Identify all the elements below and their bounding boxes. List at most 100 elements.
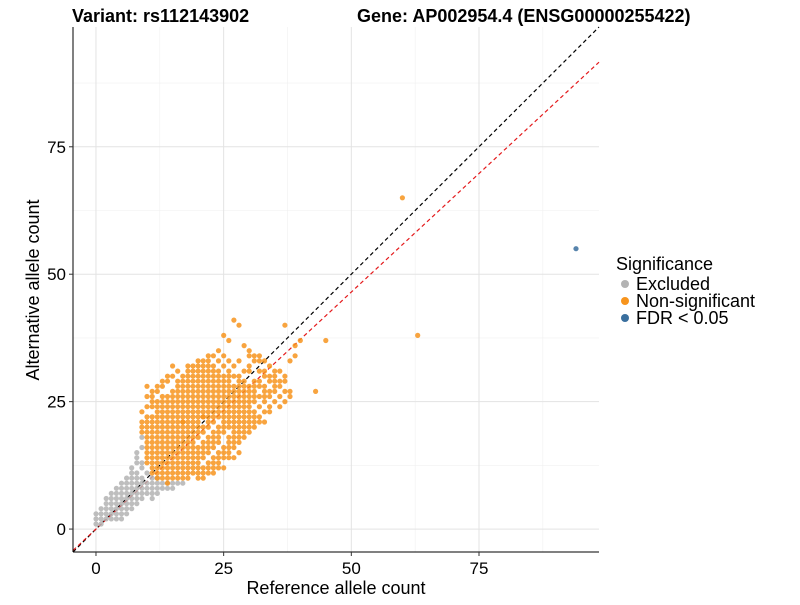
point-non-significant bbox=[180, 393, 186, 400]
point-non-significant bbox=[154, 434, 160, 440]
point-non-significant bbox=[221, 429, 227, 435]
point-non-significant bbox=[144, 429, 150, 435]
point-non-significant bbox=[154, 419, 160, 425]
point-non-significant bbox=[256, 393, 262, 400]
point-non-significant bbox=[200, 444, 206, 451]
point-non-significant bbox=[149, 414, 155, 420]
point-non-significant bbox=[246, 393, 252, 400]
chart-title: Variant: rs112143902 bbox=[72, 6, 249, 26]
point-non-significant bbox=[231, 393, 237, 400]
point-non-significant bbox=[185, 393, 191, 400]
point-non-significant bbox=[164, 424, 171, 430]
point-non-significant bbox=[164, 465, 171, 471]
point-excluded bbox=[129, 470, 135, 476]
point-excluded bbox=[108, 501, 114, 507]
point-non-significant bbox=[231, 399, 237, 405]
point-non-significant bbox=[215, 455, 222, 461]
data-points bbox=[93, 195, 579, 527]
point-excluded bbox=[149, 480, 155, 486]
point-non-significant bbox=[282, 322, 288, 328]
point-non-significant bbox=[231, 388, 237, 394]
point-non-significant bbox=[190, 388, 196, 394]
point-non-significant bbox=[313, 388, 319, 394]
point-non-significant bbox=[205, 439, 211, 445]
point-non-significant bbox=[215, 383, 222, 389]
point-non-significant bbox=[236, 373, 242, 379]
point-non-significant bbox=[256, 419, 262, 425]
point-non-significant bbox=[175, 378, 181, 384]
point-excluded bbox=[118, 480, 125, 486]
point-non-significant bbox=[210, 444, 216, 451]
point-non-significant bbox=[210, 414, 216, 420]
legend-item-non-significant: Non-significant bbox=[621, 291, 755, 311]
point-non-significant bbox=[221, 424, 227, 430]
point-non-significant bbox=[185, 378, 191, 384]
point-excluded bbox=[139, 480, 145, 486]
point-excluded bbox=[108, 516, 114, 522]
point-non-significant bbox=[159, 424, 165, 430]
point-non-significant bbox=[144, 383, 150, 389]
point-non-significant bbox=[246, 399, 252, 405]
point-non-significant bbox=[241, 378, 247, 384]
point-non-significant bbox=[175, 388, 181, 394]
point-non-significant bbox=[175, 434, 181, 440]
point-non-significant bbox=[231, 317, 237, 323]
point-excluded bbox=[134, 485, 140, 491]
point-non-significant bbox=[159, 465, 165, 471]
point-non-significant bbox=[180, 373, 186, 379]
point-non-significant bbox=[231, 409, 237, 415]
point-non-significant bbox=[277, 404, 283, 410]
legend-label-fdr: FDR < 0.05 bbox=[636, 308, 729, 328]
point-non-significant bbox=[236, 378, 242, 384]
point-non-significant bbox=[190, 409, 196, 415]
point-non-significant bbox=[221, 353, 227, 359]
point-non-significant bbox=[399, 195, 405, 201]
point-non-significant bbox=[164, 455, 171, 461]
point-non-significant bbox=[231, 424, 237, 430]
point-non-significant bbox=[190, 393, 196, 400]
point-non-significant bbox=[195, 373, 201, 379]
point-non-significant bbox=[246, 409, 252, 415]
point-non-significant bbox=[159, 399, 165, 405]
point-non-significant bbox=[261, 399, 268, 405]
point-excluded bbox=[139, 490, 145, 496]
point-non-significant bbox=[267, 404, 273, 410]
point-excluded bbox=[113, 516, 119, 522]
point-non-significant bbox=[236, 399, 242, 405]
point-non-significant bbox=[415, 332, 421, 338]
point-non-significant bbox=[241, 419, 247, 425]
point-non-significant bbox=[170, 388, 176, 394]
point-non-significant bbox=[236, 393, 242, 400]
point-non-significant bbox=[149, 465, 155, 471]
point-non-significant bbox=[149, 444, 155, 451]
point-non-significant bbox=[226, 424, 232, 430]
point-non-significant bbox=[236, 429, 242, 435]
point-non-significant bbox=[205, 444, 211, 451]
point-non-significant bbox=[251, 358, 257, 364]
point-excluded bbox=[124, 485, 130, 491]
point-non-significant bbox=[185, 363, 191, 369]
point-non-significant bbox=[205, 424, 211, 430]
point-non-significant bbox=[205, 353, 211, 359]
point-non-significant bbox=[195, 470, 201, 476]
point-non-significant bbox=[215, 348, 222, 354]
point-non-significant bbox=[144, 460, 150, 466]
point-excluded bbox=[124, 480, 130, 486]
point-non-significant bbox=[251, 419, 257, 425]
point-non-significant bbox=[185, 429, 191, 435]
point-non-significant bbox=[175, 444, 181, 451]
point-non-significant bbox=[170, 404, 176, 410]
point-non-significant bbox=[221, 393, 227, 400]
point-non-significant bbox=[144, 404, 150, 410]
point-non-significant bbox=[159, 419, 165, 425]
point-non-significant bbox=[175, 409, 181, 415]
point-non-significant bbox=[164, 404, 171, 410]
point-non-significant bbox=[205, 393, 211, 400]
point-non-significant bbox=[175, 414, 181, 420]
point-non-significant bbox=[277, 393, 283, 400]
point-excluded bbox=[113, 495, 119, 502]
point-excluded bbox=[103, 516, 109, 522]
point-non-significant bbox=[195, 368, 201, 374]
point-non-significant bbox=[226, 368, 232, 374]
point-non-significant bbox=[210, 460, 216, 466]
